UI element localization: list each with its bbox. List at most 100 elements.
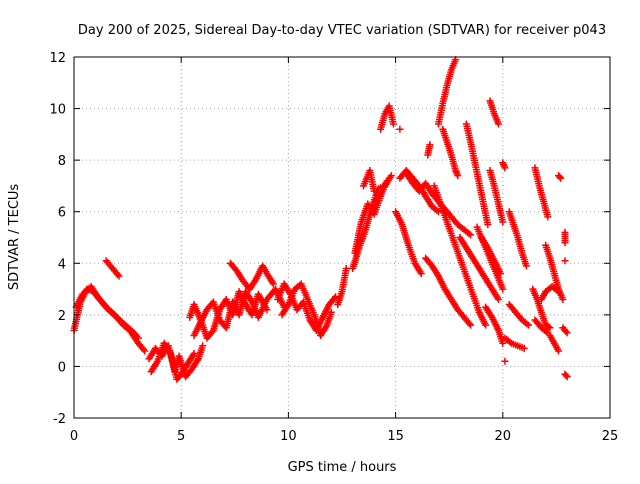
data-point: [426, 141, 434, 149]
data-series-arc-42: [531, 316, 552, 337]
data-point: [387, 172, 395, 180]
data-point: [495, 120, 503, 128]
y-tick-label: 8: [58, 154, 66, 169]
data-point: [269, 280, 277, 288]
data-series-arc-25: [456, 234, 503, 303]
data-series-arc-15: [377, 102, 397, 133]
data-point: [563, 373, 571, 381]
data-point: [556, 173, 564, 181]
data-series-arc-31: [477, 234, 505, 278]
x-tick-label: 0: [70, 429, 78, 444]
data-point: [484, 221, 492, 229]
data-point: [562, 371, 570, 379]
data-series-arc-2: [72, 282, 149, 355]
data-series-arc-29: [486, 97, 503, 128]
y-tick-label: 2: [58, 309, 66, 324]
data-series-arc-30: [499, 159, 509, 172]
data-series-arc-26: [462, 120, 492, 229]
data-point: [544, 329, 552, 337]
data-point: [501, 357, 509, 365]
data-point: [396, 125, 404, 133]
data-point: [561, 257, 569, 265]
chart-title: Day 200 of 2025, Sidereal Day-to-day VTE…: [78, 23, 606, 38]
data-point: [199, 342, 207, 350]
y-tick-label: 4: [58, 257, 66, 272]
data-series-arc-5: [147, 339, 207, 381]
data-point: [454, 172, 462, 180]
data-point: [482, 321, 490, 329]
data-point: [467, 321, 475, 329]
data-point: [545, 323, 553, 331]
data-point: [190, 350, 198, 358]
x-tick-label: 10: [280, 429, 297, 444]
x-tick-label: 15: [387, 429, 404, 444]
data-point: [370, 187, 378, 195]
data-point: [115, 272, 123, 280]
data-series-arc-28: [486, 166, 507, 226]
data-series-arc-38: [531, 164, 552, 221]
data-series-arc-24: [424, 141, 434, 159]
data-point: [465, 320, 473, 328]
data-series-arc-17: [392, 208, 425, 278]
data-series-arc-32: [482, 303, 507, 347]
data-series-arc-13: [351, 177, 391, 257]
data-series-arc-10: [278, 280, 335, 339]
data-point: [389, 120, 397, 128]
data-series-arc-47: [561, 370, 571, 381]
data-series-arc-22: [434, 56, 460, 128]
data-point: [561, 239, 569, 247]
data-point: [208, 328, 216, 336]
data-point: [497, 270, 505, 278]
y-tick-label: 10: [49, 103, 66, 118]
data-series-arc-35: [505, 301, 533, 329]
data-point: [139, 345, 147, 353]
data-point: [434, 208, 442, 216]
data-series-arc-3: [102, 257, 123, 280]
data-point: [342, 264, 350, 272]
data-series-arc-16: [396, 125, 404, 133]
data-point: [495, 295, 503, 303]
data-point: [520, 344, 528, 352]
data-point: [559, 295, 567, 303]
data-point: [544, 213, 552, 221]
data-point: [563, 329, 571, 337]
axis-ticks: 0 5 10 15 20 25 -2 0 2 4 6 8 10 12: [49, 51, 618, 444]
data-point: [555, 288, 563, 296]
plot-frame: [73, 56, 611, 419]
data-point: [332, 293, 340, 301]
data-series-arc-14: [359, 166, 378, 195]
y-tick-label: 6: [58, 206, 66, 221]
x-tick-label: 20: [495, 429, 512, 444]
y-tick-label: 0: [58, 360, 66, 375]
data-point: [546, 324, 554, 332]
data-point: [525, 321, 533, 329]
data-series-arc-21: [430, 182, 490, 329]
data-point: [141, 347, 149, 355]
data-point: [383, 177, 391, 185]
data-point: [417, 270, 425, 278]
data-series-arc-40: [537, 282, 563, 303]
y-axis-label: SDTVAR / TECUs: [7, 184, 22, 291]
data-series-arc-11: [334, 264, 350, 309]
data-series-arc-20: [422, 254, 475, 329]
x-tick-label: 5: [177, 429, 185, 444]
data-series-arc-46: [561, 257, 569, 265]
grid: [74, 57, 610, 418]
data-series-arc-39: [542, 241, 567, 303]
data-series-arc-37: [529, 285, 554, 332]
data-point: [555, 347, 563, 355]
y-tick-label: -2: [53, 412, 66, 427]
data-point: [467, 231, 475, 239]
data-series-arc-8: [227, 259, 277, 293]
data-point: [557, 174, 565, 182]
data-point: [499, 339, 507, 347]
data-series-arc-44: [561, 228, 569, 247]
data-points: [70, 56, 571, 383]
data-point: [501, 164, 509, 172]
x-tick-label: 25: [602, 429, 619, 444]
data-series-arc-43: [555, 172, 565, 182]
data-point: [499, 285, 507, 293]
